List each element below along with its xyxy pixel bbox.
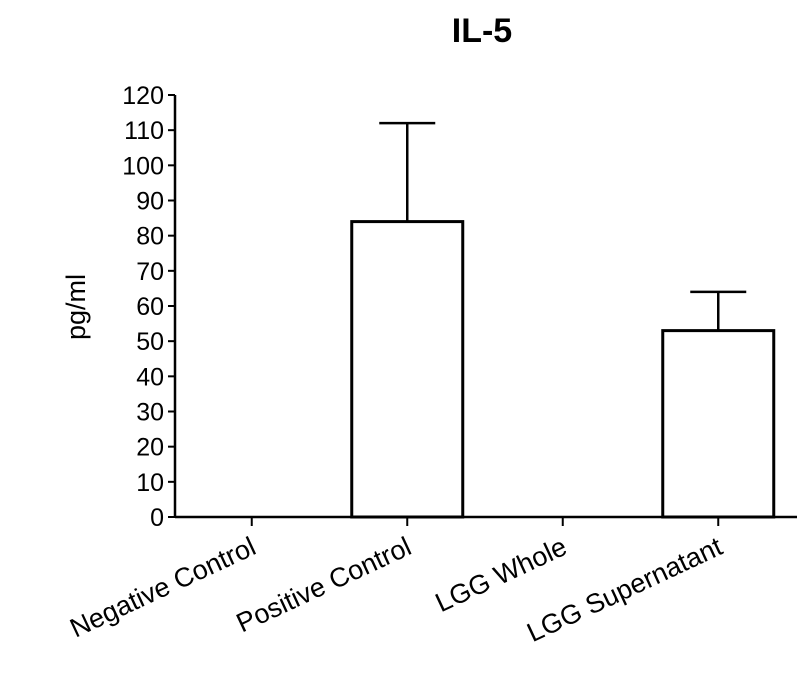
x-tick-label-negative-control: Negative Control — [65, 531, 260, 643]
y-tick-label-90: 90 — [136, 188, 164, 216]
y-tick-label-10: 10 — [136, 469, 164, 497]
y-tick-label-40: 40 — [136, 363, 164, 391]
y-tick-label-80: 80 — [136, 223, 164, 251]
y-tick-label-100: 100 — [122, 152, 164, 180]
y-tick-label-70: 70 — [136, 258, 164, 286]
y-tick-label-20: 20 — [136, 434, 164, 462]
y-tick-label-30: 30 — [136, 399, 164, 427]
y-tick-label-120: 120 — [122, 82, 164, 110]
y-tick-label-0: 0 — [150, 504, 164, 532]
chart-title: IL-5 — [452, 12, 512, 50]
y-tick-label-110: 110 — [124, 117, 164, 145]
bar-lgg-supernatant — [661, 329, 776, 519]
y-axis-label: pg/ml — [61, 274, 91, 340]
x-tick-label-lgg-whole: LGG Whole — [431, 531, 572, 618]
y-tick-label-60: 60 — [136, 293, 164, 321]
x-tick-label-positive-control: Positive Control — [232, 531, 416, 638]
plot-area: 0 10 20 30 40 50 60 70 80 90 100 110 120 Negative Con… — [65, 82, 797, 648]
bar-positive-control — [350, 220, 465, 519]
y-tick-label-50: 50 — [136, 328, 164, 356]
